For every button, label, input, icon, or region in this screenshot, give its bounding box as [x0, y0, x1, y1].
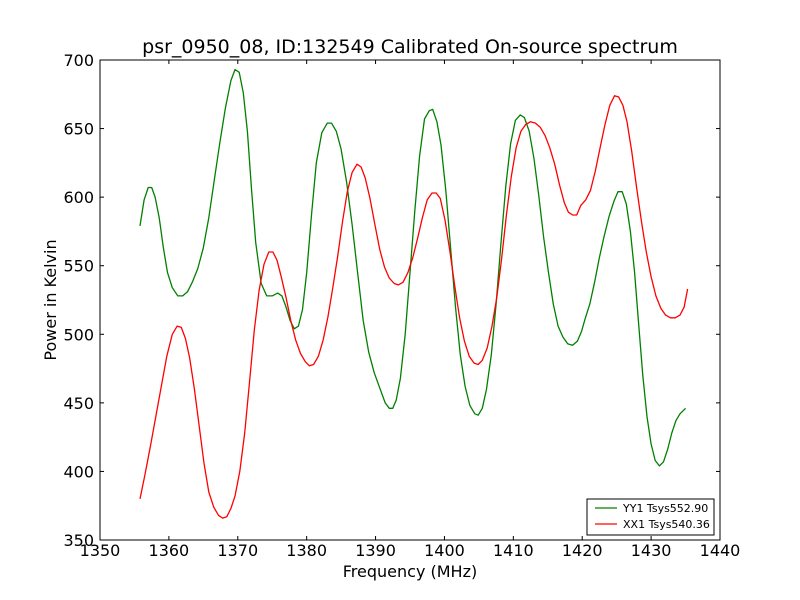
x-tick-label: 1430 — [631, 541, 672, 560]
legend-label-xx1: XX1 Tsys540.36 — [623, 518, 710, 531]
tick-layer: 1350 1360 1370 1380 1390 1400 1410 1420 1430 1440… — [63, 51, 740, 560]
x-tick-label: 1390 — [355, 541, 396, 560]
x-tick-label: 1350 — [80, 541, 121, 560]
x-tick-label: 1370 — [217, 541, 258, 560]
x-tick-label: 1440 — [700, 541, 741, 560]
legend: YY1 Tsys552.90 XX1 Tsys540.36 — [586, 498, 715, 536]
legend-frame — [586, 498, 715, 536]
x-tick-label: 1380 — [286, 541, 327, 560]
plot-frame — [99, 59, 721, 541]
y-tick-label: 600 — [63, 188, 94, 207]
y-axis-label: Power in Kelvin — [41, 239, 60, 360]
x-axis-label: Frequency (MHz) — [343, 562, 477, 581]
series-layer — [139, 68, 689, 519]
x-tick-label: 1400 — [424, 541, 465, 560]
y-tick-label: 700 — [63, 51, 94, 70]
x-tick-label: 1420 — [562, 541, 603, 560]
y-tick-label: 500 — [63, 325, 94, 344]
y-tick-label: 350 — [63, 531, 94, 550]
series-line-1 — [139, 95, 689, 519]
y-tick-label: 650 — [63, 120, 94, 139]
legend-label-yy1: YY1 Tsys552.90 — [622, 502, 708, 515]
y-tick-label: 450 — [63, 394, 94, 413]
y-tick-label: 550 — [63, 257, 94, 276]
series-line-0 — [139, 68, 687, 467]
chart-title: psr_0950_08, ID:132549 Calibrated On-sou… — [142, 36, 678, 58]
y-tick-label: 400 — [63, 462, 94, 481]
x-tick-label: 1410 — [493, 541, 534, 560]
x-tick-label: 1360 — [149, 541, 190, 560]
